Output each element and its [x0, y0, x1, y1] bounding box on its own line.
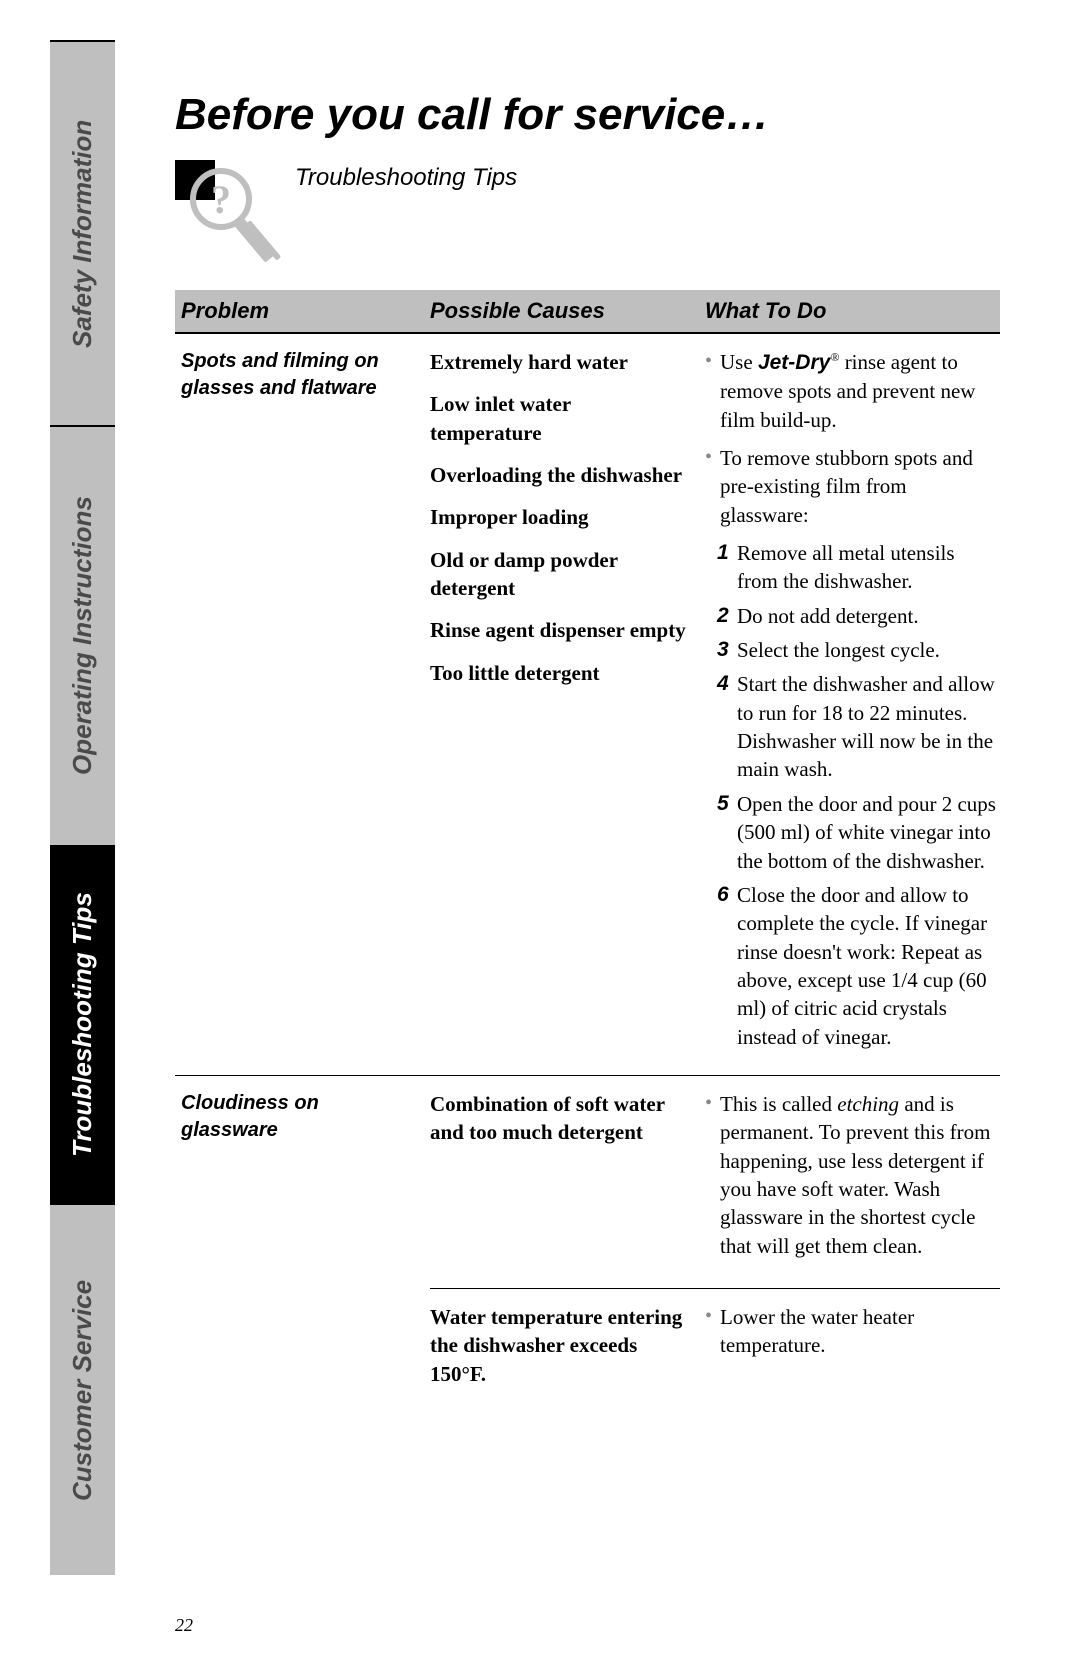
- causes-cell: Extremely hard water Low inlet water tem…: [430, 348, 705, 1057]
- bullet-text: Use Jet-Dry® rinse agent to remove spots…: [720, 348, 996, 434]
- cause-item: Improper loading: [430, 503, 687, 531]
- magnifier-question-icon: ?: [175, 160, 275, 260]
- todo-cell: • Lower the water heater temperature.: [705, 1303, 1000, 1402]
- subrow: Water temperature entering the dishwashe…: [430, 1289, 1000, 1402]
- col-causes: Possible Causes: [430, 298, 705, 324]
- table-header: Problem Possible Causes What To Do: [175, 290, 1000, 334]
- causes-cell: Combination of soft water and too much d…: [430, 1090, 705, 1270]
- bullet-text: Lower the water heater temperature.: [720, 1303, 996, 1360]
- bullet-item: • Lower the water heater temperature.: [705, 1303, 996, 1360]
- problem-cell: Cloudiness on glassware: [175, 1076, 430, 1402]
- tab-operating-instructions: Operating Instructions: [50, 425, 115, 845]
- step-item: 1Remove all metal utensils from the dish…: [717, 539, 996, 596]
- side-tabs: Safety Information Operating Instruction…: [50, 40, 115, 1640]
- tab-safety-information: Safety Information: [50, 40, 115, 425]
- cause-item: Old or damp powder detergent: [430, 546, 687, 603]
- step-item: 5Open the door and pour 2 cups (500 ml) …: [717, 790, 996, 875]
- table-row: Spots and filming on glasses and flatwar…: [175, 334, 1000, 1076]
- page-title: Before you call for service…: [175, 90, 1000, 140]
- todo-cell: • This is called etching and is permanen…: [705, 1090, 1000, 1270]
- bullet-text: To remove stubborn spots and pre-existin…: [720, 444, 996, 529]
- bullet-icon: •: [705, 1303, 712, 1360]
- content-area: Before you call for service… ? Troublesh…: [115, 40, 1040, 1640]
- step-item: 2Do not add detergent.: [717, 602, 996, 630]
- bullet-icon: •: [705, 444, 712, 529]
- col-todo: What To Do: [705, 298, 1000, 324]
- bullet-icon: •: [705, 1090, 712, 1260]
- col-problem: Problem: [175, 298, 430, 324]
- bullet-item: • Use Jet-Dry® rinse agent to remove spo…: [705, 348, 996, 434]
- cause-item: Too little detergent: [430, 659, 687, 687]
- cause-item: Water temperature entering the dishwashe…: [430, 1303, 687, 1388]
- subrow: Combination of soft water and too much d…: [430, 1076, 1000, 1289]
- page: Safety Information Operating Instruction…: [50, 40, 1040, 1640]
- cause-item: Extremely hard water: [430, 348, 687, 376]
- todo-cell: • Use Jet-Dry® rinse agent to remove spo…: [705, 348, 1000, 1057]
- step-item: 6Close the door and allow to complete th…: [717, 881, 996, 1051]
- subtitle-row: ? Troubleshooting Tips: [175, 160, 1000, 260]
- problem-cell: Spots and filming on glasses and flatwar…: [175, 348, 430, 1057]
- tab-troubleshooting-tips: Troubleshooting Tips: [50, 845, 115, 1205]
- causes-cell: Water temperature entering the dishwashe…: [430, 1303, 705, 1402]
- tab-customer-service: Customer Service: [50, 1205, 115, 1575]
- cause-item: Rinse agent dispenser empty: [430, 616, 687, 644]
- cause-item: Combination of soft water and too much d…: [430, 1090, 687, 1147]
- bullet-text: This is called etching and is permanent.…: [720, 1090, 996, 1260]
- subtitle: Troubleshooting Tips: [295, 164, 517, 192]
- bullet-item: • To remove stubborn spots and pre-exist…: [705, 444, 996, 529]
- bullet-item: • This is called etching and is permanen…: [705, 1090, 996, 1260]
- step-item: 3Select the longest cycle.: [717, 636, 996, 664]
- table-row: Cloudiness on glassware Combination of s…: [175, 1076, 1000, 1402]
- bullet-icon: •: [705, 348, 712, 434]
- numbered-list: 1Remove all metal utensils from the dish…: [705, 539, 996, 1051]
- cause-item: Low inlet water temperature: [430, 390, 687, 447]
- step-item: 4Start the dishwasher and allow to run f…: [717, 670, 996, 783]
- subrow-container: Combination of soft water and too much d…: [430, 1076, 1000, 1402]
- page-number: 22: [175, 1615, 193, 1636]
- cause-item: Overloading the dishwasher: [430, 461, 687, 489]
